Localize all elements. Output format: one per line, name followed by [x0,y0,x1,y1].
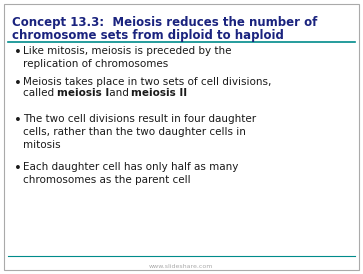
Text: •: • [14,46,22,59]
Text: •: • [14,114,22,127]
Text: The two cell divisions result in four daughter
cells, rather than the two daught: The two cell divisions result in four da… [23,114,256,150]
FancyBboxPatch shape [4,4,359,270]
Text: www.slideshare.com: www.slideshare.com [149,264,213,269]
Text: Like mitosis, meiosis is preceded by the
replication of chromosomes: Like mitosis, meiosis is preceded by the… [23,46,232,69]
Text: Concept 13.3:  Meiosis reduces the number of: Concept 13.3: Meiosis reduces the number… [12,16,317,29]
Text: meiosis II: meiosis II [131,88,187,98]
Text: •: • [14,162,22,175]
Text: and: and [106,88,132,98]
Text: called: called [23,88,57,98]
Text: •: • [14,77,22,90]
Text: chromosome sets from diploid to haploid: chromosome sets from diploid to haploid [12,29,284,42]
Text: meiosis I: meiosis I [57,88,109,98]
Text: Meiosis takes place in two sets of cell divisions,: Meiosis takes place in two sets of cell … [23,77,272,87]
Text: Each daughter cell has only half as many
chromosomes as the parent cell: Each daughter cell has only half as many… [23,162,238,185]
